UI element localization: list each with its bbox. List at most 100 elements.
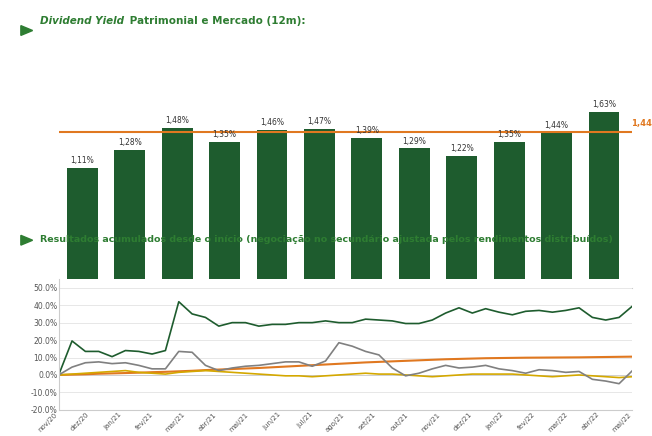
- Text: 1,44%: 1,44%: [544, 121, 569, 129]
- IBOV: [308, 364, 316, 369]
- IBOV: [562, 370, 570, 375]
- IBOV: [509, 368, 516, 373]
- DEVA11: [522, 309, 529, 314]
- CDI: [201, 368, 209, 373]
- CDI: [175, 369, 183, 374]
- CDI: [375, 359, 383, 364]
- Bar: [494, 142, 525, 288]
- DEVA11: [321, 318, 329, 324]
- DEVA11: [215, 324, 223, 329]
- CDI: [188, 368, 196, 373]
- IBOV: [148, 366, 156, 371]
- CDI: [589, 354, 597, 360]
- IFIX: [148, 371, 156, 376]
- IBOV: [441, 363, 449, 368]
- DEVA11: [589, 315, 597, 320]
- CDI: [535, 355, 543, 360]
- IBOV: [415, 371, 423, 376]
- CDI: [121, 371, 129, 376]
- IBOV: [242, 364, 250, 369]
- IFIX: [321, 373, 329, 378]
- IBOV: [108, 361, 116, 366]
- CDI: [162, 369, 170, 375]
- IFIX: [228, 370, 236, 375]
- CDI: [509, 355, 516, 361]
- Bar: [351, 138, 382, 288]
- Text: 1,46%: 1,46%: [260, 119, 284, 127]
- Text: Dividend Yield: Dividend Yield: [40, 16, 125, 26]
- IFIX: [242, 371, 250, 376]
- CDI: [242, 366, 250, 371]
- DEVA11: [308, 320, 316, 325]
- IFIX: [575, 372, 583, 378]
- DEVA11: [268, 322, 276, 327]
- IFIX: [375, 371, 383, 377]
- DEVA11: [562, 308, 570, 313]
- DEVA11: [389, 318, 396, 324]
- IFIX: [415, 373, 423, 378]
- DEVA11: [615, 315, 623, 320]
- DEVA11: [415, 321, 423, 326]
- IBOV: [175, 349, 183, 354]
- CDI: [95, 371, 102, 376]
- CDI: [455, 356, 463, 361]
- IBOV: [162, 366, 170, 371]
- DEVA11: [295, 320, 303, 325]
- DEVA11: [482, 306, 490, 311]
- CDI: [135, 370, 143, 375]
- IFIX: [468, 371, 476, 377]
- IFIX: [548, 374, 556, 379]
- IBOV: [375, 352, 383, 358]
- Legend: DY Patrimonial, DY médio Patrimonial: DY Patrimonial, DY médio Patrimonial: [224, 353, 467, 369]
- CDI: [55, 372, 63, 378]
- DEVA11: [509, 312, 516, 317]
- IFIX: [135, 370, 143, 375]
- IFIX: [268, 372, 276, 378]
- IBOV: [629, 368, 636, 373]
- DEVA11: [362, 317, 370, 322]
- Line: DEVA11: DEVA11: [59, 302, 632, 375]
- IFIX: [68, 371, 76, 377]
- IBOV: [282, 359, 289, 364]
- IBOV: [321, 358, 329, 364]
- IBOV: [522, 371, 529, 376]
- IFIX: [441, 373, 449, 378]
- DEVA11: [629, 303, 636, 309]
- IBOV: [68, 364, 76, 370]
- CDI: [68, 372, 76, 377]
- Polygon shape: [21, 235, 33, 245]
- DEVA11: [455, 305, 463, 310]
- CDI: [428, 357, 436, 362]
- CDI: [468, 356, 476, 361]
- CDI: [482, 356, 490, 361]
- IFIX: [602, 374, 610, 379]
- DEVA11: [162, 348, 170, 353]
- IBOV: [348, 344, 356, 349]
- IFIX: [108, 369, 116, 374]
- Text: 1,47%: 1,47%: [308, 117, 331, 126]
- IBOV: [362, 349, 370, 354]
- CDI: [389, 359, 396, 364]
- IFIX: [55, 372, 63, 378]
- CDI: [575, 355, 583, 360]
- IBOV: [602, 378, 610, 384]
- IFIX: [562, 373, 570, 378]
- CDI: [441, 357, 449, 362]
- Text: 1,35%: 1,35%: [213, 130, 237, 140]
- CDI: [362, 360, 370, 365]
- Text: 1,22%: 1,22%: [450, 144, 473, 153]
- IFIX: [402, 372, 409, 378]
- IFIX: [201, 368, 209, 373]
- IFIX: [615, 375, 623, 380]
- Text: 1,28%: 1,28%: [118, 138, 141, 147]
- IFIX: [95, 370, 102, 375]
- IFIX: [629, 374, 636, 379]
- DEVA11: [175, 299, 183, 304]
- IFIX: [82, 371, 89, 376]
- IBOV: [455, 365, 463, 371]
- DEVA11: [428, 317, 436, 323]
- IFIX: [362, 371, 370, 376]
- IBOV: [295, 359, 303, 364]
- DEVA11: [188, 311, 196, 317]
- IBOV: [268, 361, 276, 366]
